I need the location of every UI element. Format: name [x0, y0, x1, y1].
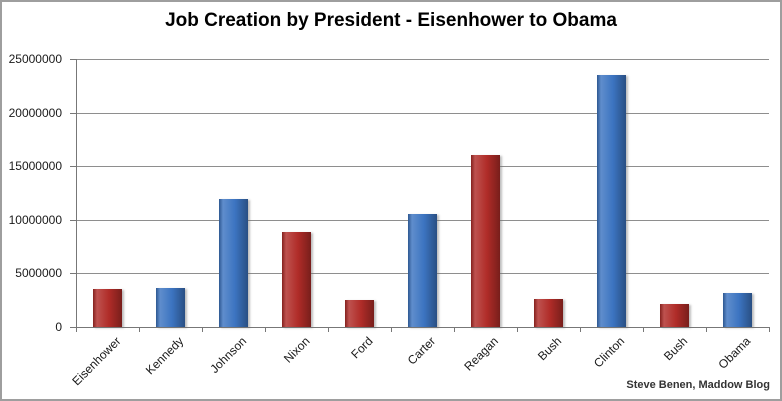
- bar-nixon: [282, 232, 311, 327]
- bar-clinton: [597, 75, 626, 327]
- x-axis-label: Reagan: [461, 334, 502, 374]
- x-axis-label: Bush: [661, 334, 691, 364]
- x-axis-label: Bush: [535, 334, 565, 364]
- y-axis-label: 20000000: [8, 106, 62, 120]
- x-axis-label: Nixon: [280, 334, 313, 366]
- bar-eisenhower: [93, 289, 122, 327]
- y-axis-label: 10000000: [8, 213, 62, 227]
- x-axis-tick: [706, 327, 707, 332]
- x-axis-tick: [391, 327, 392, 332]
- x-axis-tick: [202, 327, 203, 332]
- bar-carter: [408, 214, 437, 327]
- x-axis-tick: [139, 327, 140, 332]
- y-axis-label: 15000000: [8, 159, 62, 173]
- y-axis-tick: [70, 273, 76, 274]
- x-axis-label: Johnson: [207, 334, 250, 376]
- x-axis-label: Eisenhower: [69, 334, 124, 389]
- gridline: [76, 59, 769, 60]
- bar-bush: [660, 304, 689, 327]
- x-axis-tick: [580, 327, 581, 332]
- x-axis-tick: [265, 327, 266, 332]
- x-axis-tick: [328, 327, 329, 332]
- bar-ford: [345, 300, 374, 327]
- y-axis-tick: [70, 220, 76, 221]
- bar-johnson: [219, 199, 248, 327]
- x-axis-tick: [454, 327, 455, 332]
- bar-bush: [534, 299, 563, 327]
- x-axis-tick: [769, 327, 770, 332]
- x-axis-label: Carter: [404, 334, 439, 368]
- y-axis-label: 5000000: [15, 266, 62, 280]
- x-axis-label: Kennedy: [143, 334, 187, 378]
- x-axis-label: Ford: [348, 334, 376, 362]
- x-axis-tick: [76, 327, 77, 332]
- x-axis-line: [70, 327, 769, 328]
- gridline: [76, 166, 769, 167]
- bar-obama: [723, 293, 752, 327]
- x-axis-tick: [517, 327, 518, 332]
- x-axis-label: Obama: [715, 334, 754, 372]
- x-axis-tick: [643, 327, 644, 332]
- attribution-text: Steve Benen, Maddow Blog: [626, 379, 770, 391]
- y-axis-line: [76, 59, 77, 327]
- bar-reagan: [471, 155, 500, 327]
- chart-title: Job Creation by President - Eisenhower t…: [165, 10, 617, 31]
- x-axis-label: Clinton: [591, 334, 628, 371]
- y-axis-label: 25000000: [8, 52, 62, 66]
- y-axis-tick: [70, 113, 76, 114]
- bar-kennedy: [156, 288, 185, 327]
- y-axis-tick: [70, 59, 76, 60]
- y-axis-tick: [70, 166, 76, 167]
- y-axis-label: 0: [55, 320, 62, 334]
- gridline: [76, 113, 769, 114]
